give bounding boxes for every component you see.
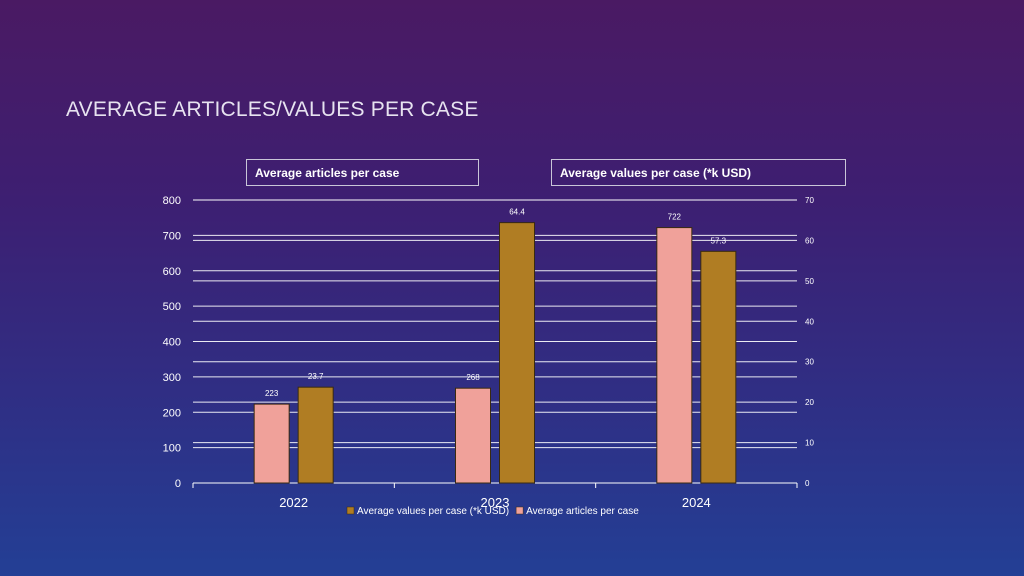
data-label-articles-2022: 223 [265,389,279,398]
bar-values-2023 [499,222,535,484]
bar-values-2022 [297,386,334,484]
y-right-tick-label: 40 [805,317,814,326]
y-right-tick-label: 0 [805,479,810,488]
y-right-tick-label: 10 [805,439,814,448]
articles-caption: Average articles per case [255,165,400,180]
data-label-articles-2023: 268 [466,373,480,382]
data-label-values-2024: 57.3 [711,236,727,245]
data-label-values-2023: 64.4 [509,208,525,217]
bar-articles-2023 [455,387,491,484]
y-left-tick-label: 100 [163,443,181,455]
y-left-tick-label: 500 [163,301,181,313]
y-right-tick-label: 70 [805,196,814,205]
x-tick-label-2024: 2024 [682,495,711,510]
bar-articles-2022 [253,403,290,484]
values-caption-box: Average values per case (*k USD) [551,159,846,186]
values-caption: Average values per case (*k USD) [560,165,751,180]
y-right-tick-label: 20 [805,398,814,407]
bar-values-2024 [700,250,737,484]
legend-swatch [346,506,355,515]
data-label-articles-2024: 722 [668,213,682,222]
data-label-values-2022: 23.7 [308,372,324,381]
legend-label: Average articles per case [526,506,639,517]
y-left-tick-label: 400 [163,337,181,349]
y-right-tick-label: 60 [805,236,814,245]
bar-articles-2024 [656,227,693,484]
slide-title: AVERAGE ARTICLES/VALUES PER CASE [66,98,479,121]
x-tick-label-2022: 2022 [279,495,308,510]
y-left-tick-label: 600 [163,266,181,278]
y-left-tick-label: 200 [163,407,181,419]
x-tick-label-2023: 2023 [481,495,510,510]
legend-label: Average values per case (*k USD) [357,506,509,517]
y-right-tick-label: 50 [805,277,814,286]
y-left-tick-label: 300 [163,372,181,384]
y-right-tick-label: 30 [805,358,814,367]
y-left-tick-label: 800 [163,195,181,207]
y-left-tick-label: 0 [175,478,181,490]
legend-swatch [515,506,524,515]
y-left-tick-label: 700 [163,230,181,242]
articles-caption-box: Average articles per case [246,159,479,186]
